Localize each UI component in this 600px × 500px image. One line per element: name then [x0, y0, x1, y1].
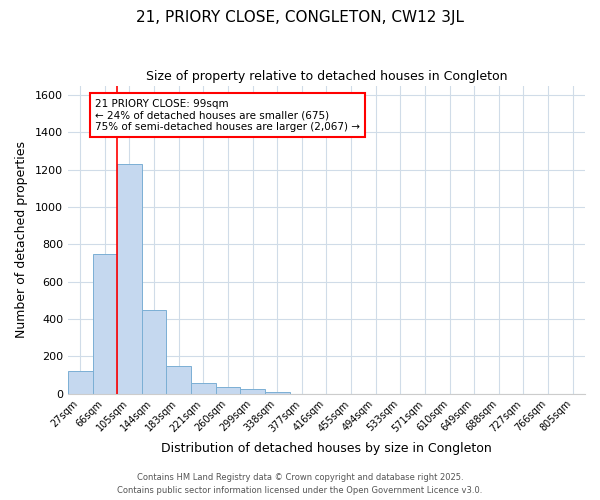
Title: Size of property relative to detached houses in Congleton: Size of property relative to detached ho…: [146, 70, 507, 83]
Bar: [215, 388, 240, 394]
Bar: [68, 372, 92, 394]
Bar: [166, 366, 191, 394]
Bar: [117, 164, 142, 394]
Bar: [92, 254, 117, 394]
Bar: [142, 310, 166, 394]
Text: 21 PRIORY CLOSE: 99sqm
← 24% of detached houses are smaller (675)
75% of semi-de: 21 PRIORY CLOSE: 99sqm ← 24% of detached…: [95, 98, 360, 132]
Text: Contains HM Land Registry data © Crown copyright and database right 2025.
Contai: Contains HM Land Registry data © Crown c…: [118, 474, 482, 495]
X-axis label: Distribution of detached houses by size in Congleton: Distribution of detached houses by size …: [161, 442, 492, 455]
Y-axis label: Number of detached properties: Number of detached properties: [15, 141, 28, 338]
Bar: [265, 392, 290, 394]
Text: 21, PRIORY CLOSE, CONGLETON, CW12 3JL: 21, PRIORY CLOSE, CONGLETON, CW12 3JL: [136, 10, 464, 25]
Bar: [240, 388, 265, 394]
Bar: [191, 383, 215, 394]
